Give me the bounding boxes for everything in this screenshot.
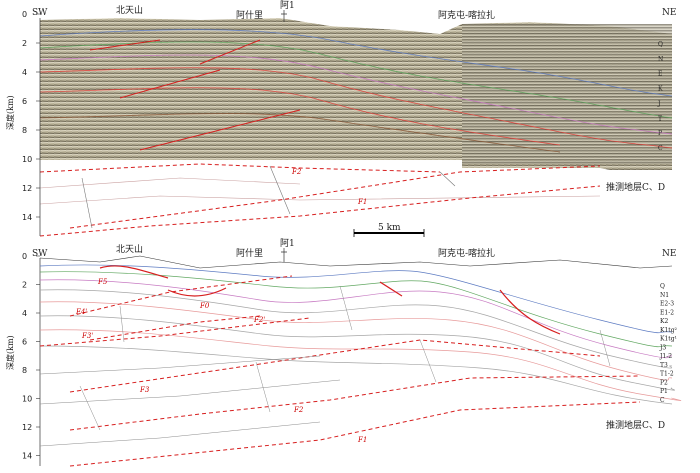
depth-tick-label: 6 (22, 338, 27, 347)
top-strata-legend: Q N E KJ T P C (657, 41, 663, 152)
bottom-fault-f5: F5 (97, 278, 108, 286)
strata-legend-item: K1tg² (660, 327, 678, 334)
bottom-faults (39, 275, 641, 467)
strata-legend-item: C (660, 397, 665, 404)
bottom-structure-lines (39, 285, 611, 447)
bottom-fault-f1: F1 (357, 436, 367, 444)
bottom-well-label: 阿1 (280, 238, 295, 249)
strata-legend-item: K1tg¹ (660, 336, 677, 343)
strata-legend-item: Q (660, 283, 665, 290)
bottom-ylabel: 深度(km) (5, 335, 15, 370)
top-deep-interpretation (39, 163, 601, 237)
bottom-inferred-strata: 推测地层C、D (606, 419, 665, 431)
depth-tick-label: 4 (22, 309, 27, 318)
bottom-topography (39, 255, 673, 269)
bottom-place-ashili: 阿什里 (236, 247, 263, 259)
bottom-fault-f0: F0 (199, 302, 210, 310)
strata-legend-item: T (658, 115, 662, 122)
depth-tick-label: 12 (22, 423, 32, 432)
top-scale-bar (353, 229, 425, 237)
bottom-fault-f2: F2 (293, 406, 304, 414)
top-place-beitianshan: 北天山 (116, 5, 143, 16)
top-place-akt: 阿克屯-喀拉扎 (438, 9, 495, 21)
bottom-fault-f4p: F4' (75, 308, 87, 316)
depth-tick-label: 0 (22, 10, 27, 19)
top-seismic-right-block (462, 24, 672, 164)
bottom-well-icon (281, 248, 287, 262)
strata-legend-item: T3 (660, 362, 668, 369)
strata-legend-item: J3 (659, 344, 666, 351)
bottom-place-akt: 阿克屯-喀拉扎 (438, 247, 495, 259)
strata-legend-item: K (658, 86, 663, 93)
top-scale-label: 5 km (378, 223, 401, 233)
top-fault-f1: F1 (357, 198, 367, 206)
bottom-fault-f3p: F3' (81, 332, 93, 340)
strata-legend-item: P (658, 130, 662, 137)
strata-legend-item: K2 (660, 318, 668, 325)
top-fault-traces (89, 39, 301, 151)
bottom-red-horizons (99, 265, 561, 335)
depth-tick-label: 10 (22, 155, 32, 164)
strata-legend-item: N1 (660, 292, 669, 299)
bottom-horizons (39, 264, 682, 405)
bottom-corner-ne: NE (662, 249, 676, 259)
top-corner-ne: NE (662, 8, 676, 18)
top-ylabel: 深度(km) (5, 95, 15, 130)
depth-tick-label: 0 (22, 252, 27, 261)
top-place-ashili: 阿什里 (236, 9, 263, 21)
depth-tick-label: 10 (22, 395, 32, 404)
depth-tick-label: 14 (22, 452, 32, 461)
strata-legend-item: J (657, 100, 661, 107)
top-section: 0 2 4 6 8 10 12 14 (22, 10, 673, 237)
depth-tick-label: 8 (22, 366, 27, 375)
bottom-fault-f3: F3 (139, 386, 150, 394)
strata-legend-item: Q (658, 41, 663, 48)
top-well-label: 阿1 (280, 0, 295, 11)
top-corner-sw: SW (32, 8, 48, 18)
strata-legend-item: J1-2 (659, 353, 672, 360)
bottom-depth-ticks: 0 2 4 6 8 10 12 14 (22, 252, 40, 461)
strata-legend-item: C (658, 145, 663, 152)
top-fault-f2: F2 (291, 168, 302, 176)
depth-tick-label: 14 (22, 213, 32, 222)
depth-tick-label: 8 (22, 126, 27, 135)
strata-legend-item: N (658, 56, 663, 63)
bottom-section: 0 2 4 6 8 10 12 14 (22, 252, 682, 467)
top-horizons (39, 29, 673, 153)
depth-tick-label: 2 (22, 39, 27, 48)
strata-legend-item: T1-2 (660, 371, 674, 378)
bottom-corner-sw: SW (32, 249, 48, 259)
top-depth-ticks: 0 2 4 6 8 10 12 14 (22, 10, 40, 222)
top-well-icon (281, 10, 287, 22)
depth-tick-label: 2 (22, 281, 27, 290)
depth-tick-label: 4 (22, 68, 27, 77)
strata-legend-item: E2-3 (660, 301, 674, 308)
top-inferred-strata: 推测地层C、D (606, 181, 665, 193)
bottom-fault-f2p: F2' (253, 316, 265, 324)
bottom-place-beitianshan: 北天山 (116, 244, 143, 255)
strata-legend-item: E (658, 71, 662, 78)
depth-tick-label: 12 (22, 184, 32, 193)
strata-legend-item: P2 (660, 379, 668, 386)
strata-legend-item: P1 (660, 388, 668, 395)
strata-legend-item: E1-2 (660, 309, 674, 316)
depth-tick-label: 6 (22, 97, 27, 106)
